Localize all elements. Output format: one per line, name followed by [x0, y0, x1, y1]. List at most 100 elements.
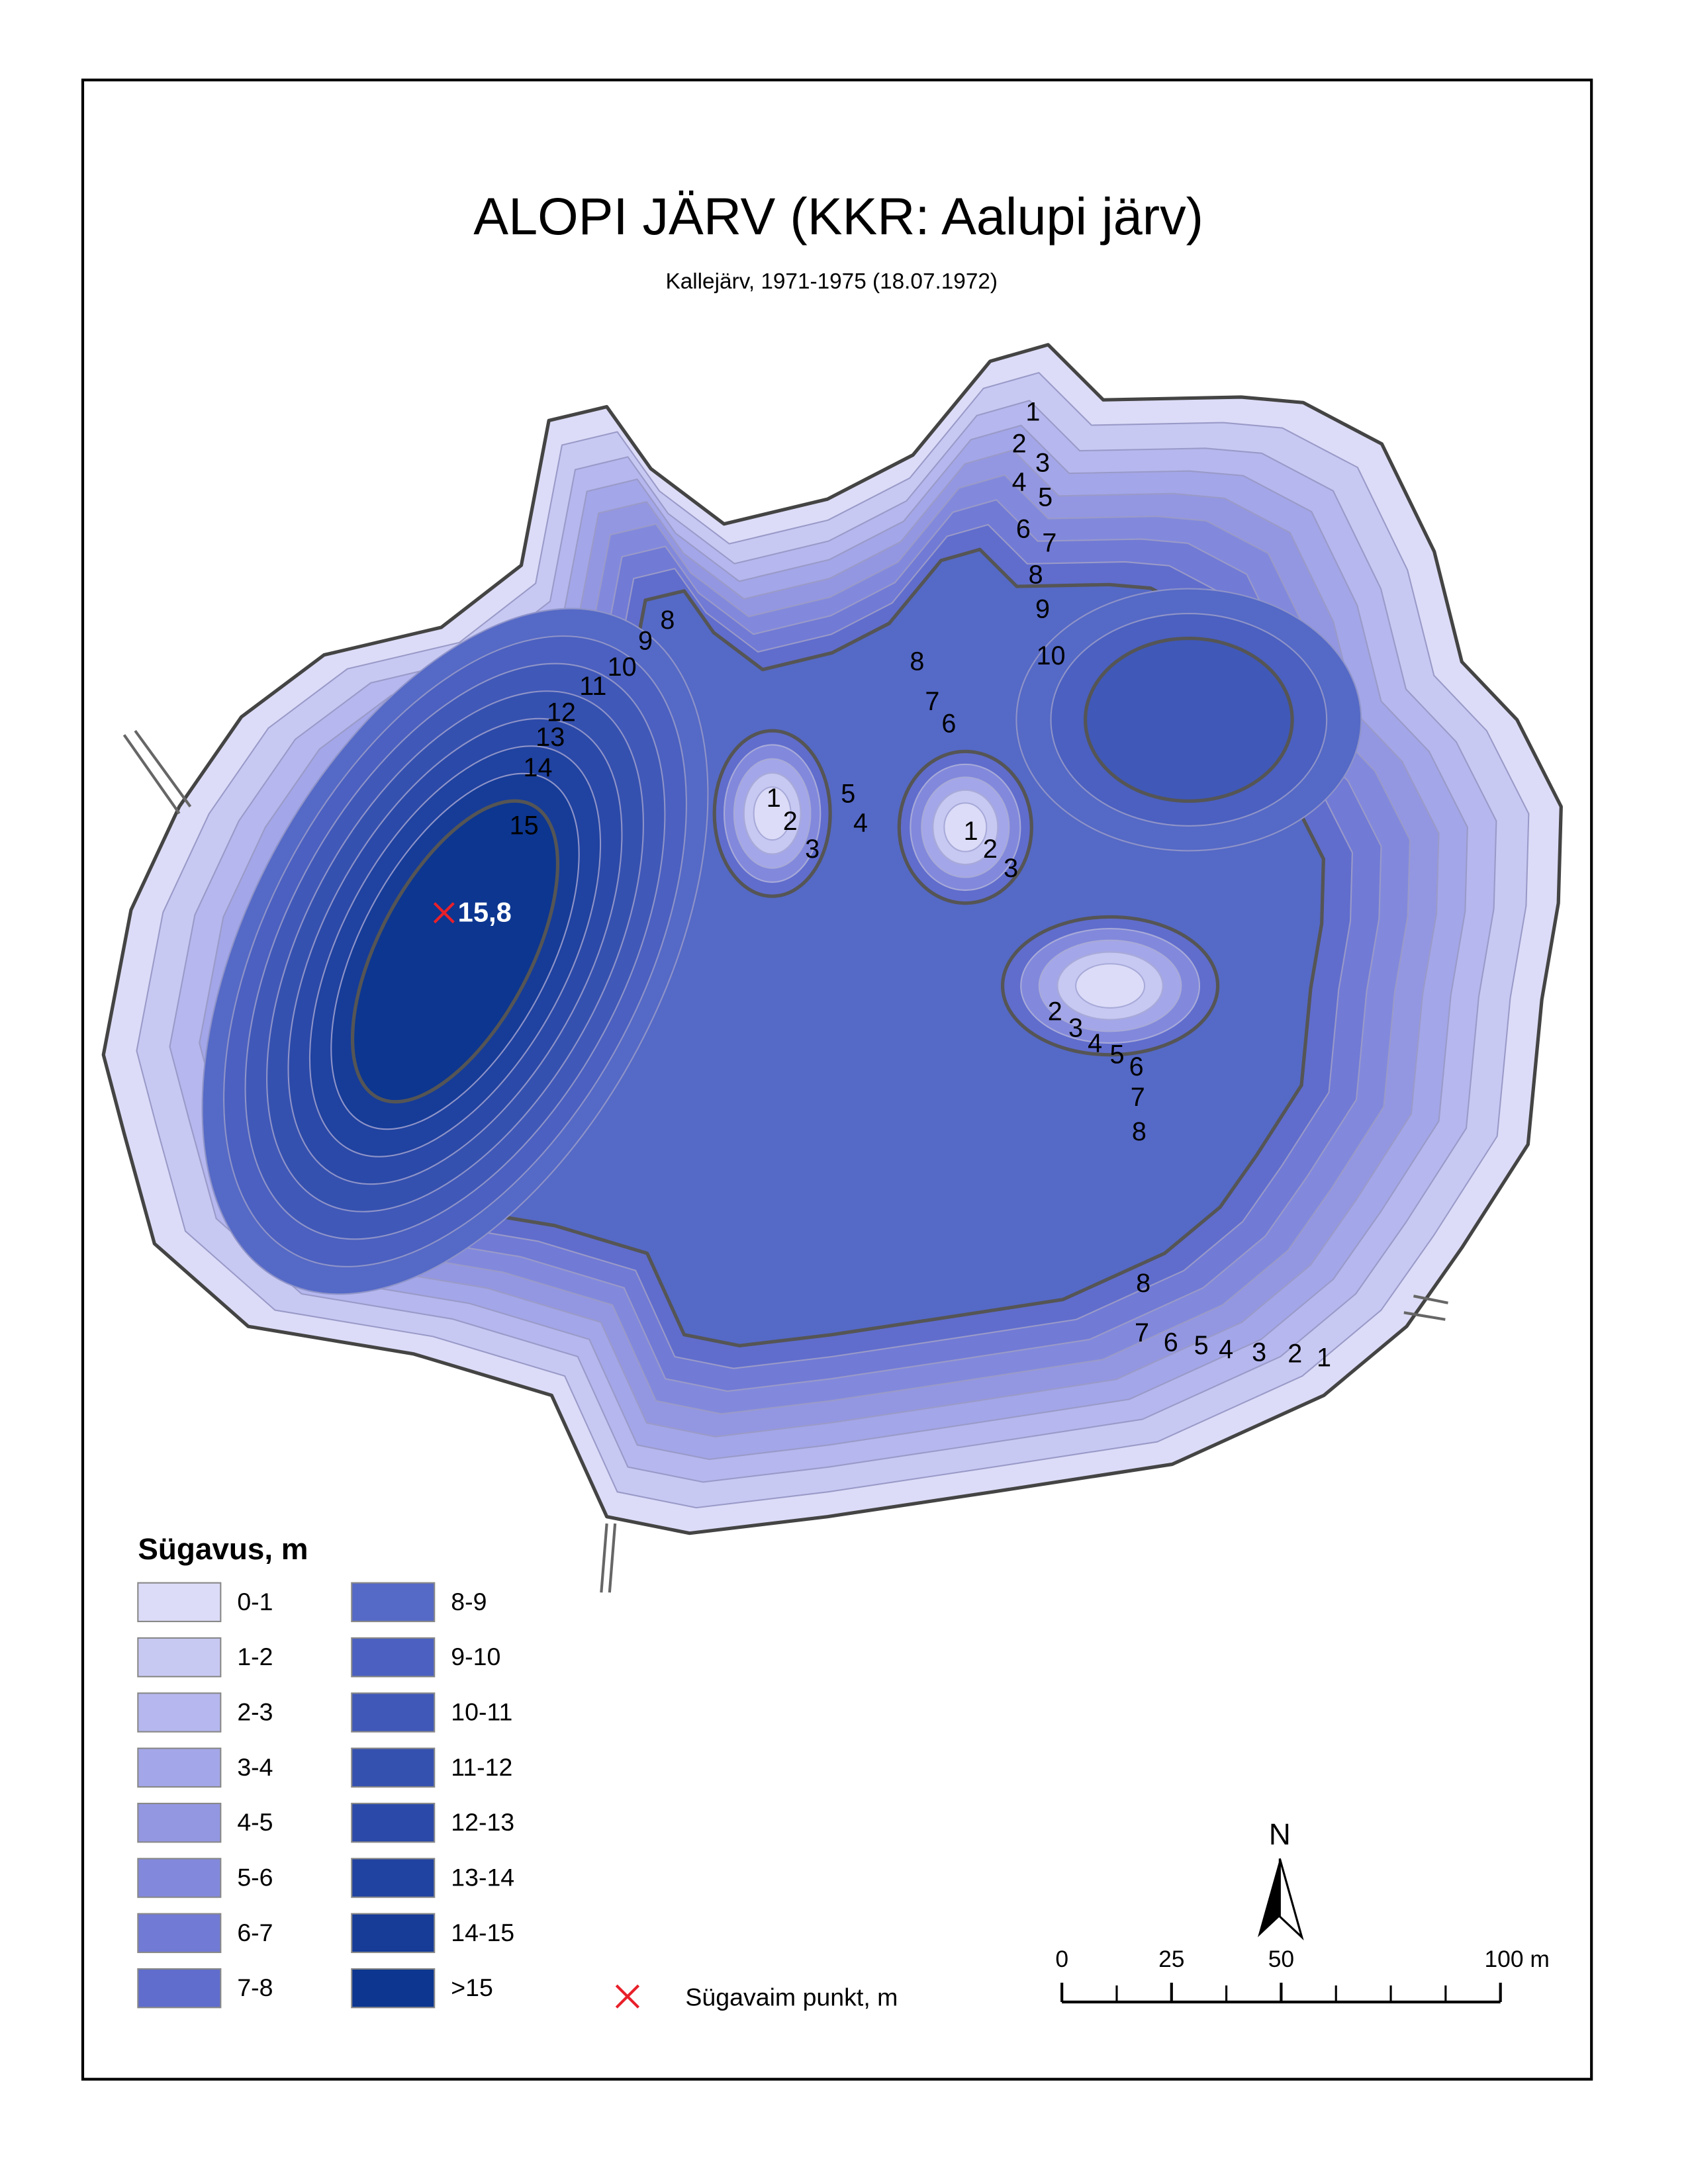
legend-swatch — [351, 1858, 436, 1898]
contour-label: 8 — [1136, 1269, 1150, 1298]
cross — [433, 902, 455, 924]
contour-label: 4 — [1012, 468, 1027, 497]
contour-label: 5 — [1194, 1331, 1209, 1360]
subtitle: Kallejärv, 1971-1975 (18.07.1972) — [665, 269, 998, 294]
contour-label: 2 — [783, 807, 798, 836]
road — [600, 1523, 617, 1593]
legend-swatch — [351, 1582, 436, 1623]
legend-swatch — [137, 1637, 222, 1678]
legend-swatch — [137, 1802, 222, 1843]
scale-label: 25 — [1158, 1946, 1184, 1972]
contour-label: 4 — [1219, 1335, 1233, 1364]
legend-label: 5-6 — [237, 1863, 273, 1891]
road — [1403, 1295, 1448, 1321]
legend-label: 14-15 — [451, 1919, 514, 1946]
scale-label: 0 — [1055, 1946, 1068, 1972]
scale-label: 100 m — [1484, 1946, 1549, 1972]
north-arrow — [1278, 1858, 1304, 1941]
legend-label: 10-11 — [451, 1698, 512, 1725]
shoal-zone — [1075, 963, 1146, 1009]
contour-label: 15 — [510, 811, 539, 840]
roads — [122, 729, 1448, 1593]
contour-label: 3 — [1004, 854, 1018, 883]
legend-label: 4-5 — [237, 1808, 273, 1836]
legend-label: 8-9 — [451, 1588, 487, 1615]
contour-label: 1 — [767, 784, 781, 813]
deepest-marker — [433, 902, 455, 924]
north-label: N — [1269, 1817, 1291, 1851]
shoal-zone — [943, 802, 988, 852]
contour-label: 6 — [1164, 1328, 1178, 1357]
contour-label: 7 — [1131, 1083, 1145, 1112]
legend-swatch — [351, 1802, 436, 1843]
scale-bar: 0 25 50 100 m — [1055, 1946, 1550, 2004]
contour-label: 1 — [1025, 397, 1040, 426]
legend-label: 6-7 — [237, 1919, 273, 1946]
contour-label: 3 — [1068, 1014, 1083, 1043]
contour-label: 7 — [1135, 1318, 1149, 1347]
legend-label: 3-4 — [237, 1753, 273, 1781]
legend-swatch — [137, 1747, 222, 1788]
contour-label: 8 — [910, 647, 924, 676]
legend-swatch — [351, 1747, 436, 1788]
contour-label: 3 — [1252, 1338, 1266, 1367]
legend-swatch — [351, 1913, 436, 1954]
legend-label: 13-14 — [451, 1863, 514, 1891]
contour-label: 5 — [841, 780, 855, 809]
contour-label: 9 — [1035, 594, 1050, 623]
legend-deepest: Sügavaim punkt, m — [685, 1983, 898, 2011]
depth-zone — [350, 799, 560, 1104]
legend-swatch — [137, 1913, 222, 1954]
shoal-zone — [753, 786, 792, 841]
legend-label: 7-8 — [237, 1974, 273, 2001]
north-arrow — [1258, 1858, 1280, 1938]
legend-label: 12-13 — [451, 1808, 514, 1836]
contour-label: 4 — [853, 808, 868, 837]
contour-label: 3 — [805, 835, 820, 864]
contour-label: 12 — [547, 698, 576, 727]
contour-label: 6 — [941, 709, 956, 738]
contour-label: 9 — [638, 626, 653, 655]
lake — [101, 343, 1563, 1535]
contour-label: 8 — [1132, 1117, 1147, 1146]
title: ALOPI JÄRV (KKR: Aalupi järv) — [473, 187, 1203, 246]
contour-label: 8 — [1029, 560, 1043, 589]
legend-swatch — [137, 1692, 222, 1733]
contour-label: 14 — [523, 753, 552, 782]
contour-label: 5 — [1038, 483, 1053, 512]
contour-label: 7 — [1042, 528, 1056, 557]
legend-swatch — [351, 1637, 436, 1678]
legend-label: 1-2 — [237, 1643, 273, 1670]
contour-label: 7 — [925, 687, 939, 716]
legend-swatch — [137, 1858, 222, 1898]
contour-label: 1 — [1317, 1343, 1331, 1373]
legend-swatch — [137, 1582, 222, 1623]
legend-swatch — [351, 1968, 436, 2009]
contour-label: 2 — [1288, 1339, 1302, 1368]
legend-title: Sügavus, m — [138, 1532, 308, 1566]
contour-label: 6 — [1129, 1052, 1144, 1081]
legend-label: 11-12 — [451, 1753, 512, 1781]
cross — [615, 1984, 640, 2009]
legend: 0-1 1-2 2-3 3-4 4-5 5-6 6-7 7-8 8-9 9-10 10-11 11-1… — [137, 1582, 514, 2009]
contour-label: 13 — [536, 723, 565, 752]
contour-label: 2 — [1012, 429, 1027, 458]
contour-label: 10 — [1036, 641, 1065, 670]
scale-label: 50 — [1268, 1946, 1294, 1972]
deepest-label: 15,8 — [458, 896, 512, 927]
legend-label: 2-3 — [237, 1698, 273, 1725]
legend-label: >15 — [451, 1974, 493, 2001]
contour-label: 8 — [660, 606, 675, 635]
contour-label: 6 — [1016, 515, 1031, 544]
contour-label: 2 — [1048, 997, 1062, 1026]
legend-label: 0-1 — [237, 1588, 273, 1615]
legend-marker — [615, 1984, 640, 2009]
legend-swatch — [137, 1968, 222, 2009]
depth-zone — [1083, 636, 1294, 803]
contour-label: 11 — [579, 672, 606, 701]
contour-label: 4 — [1088, 1029, 1102, 1058]
contour-label: 3 — [1035, 449, 1050, 478]
contour-label: 2 — [983, 835, 998, 864]
